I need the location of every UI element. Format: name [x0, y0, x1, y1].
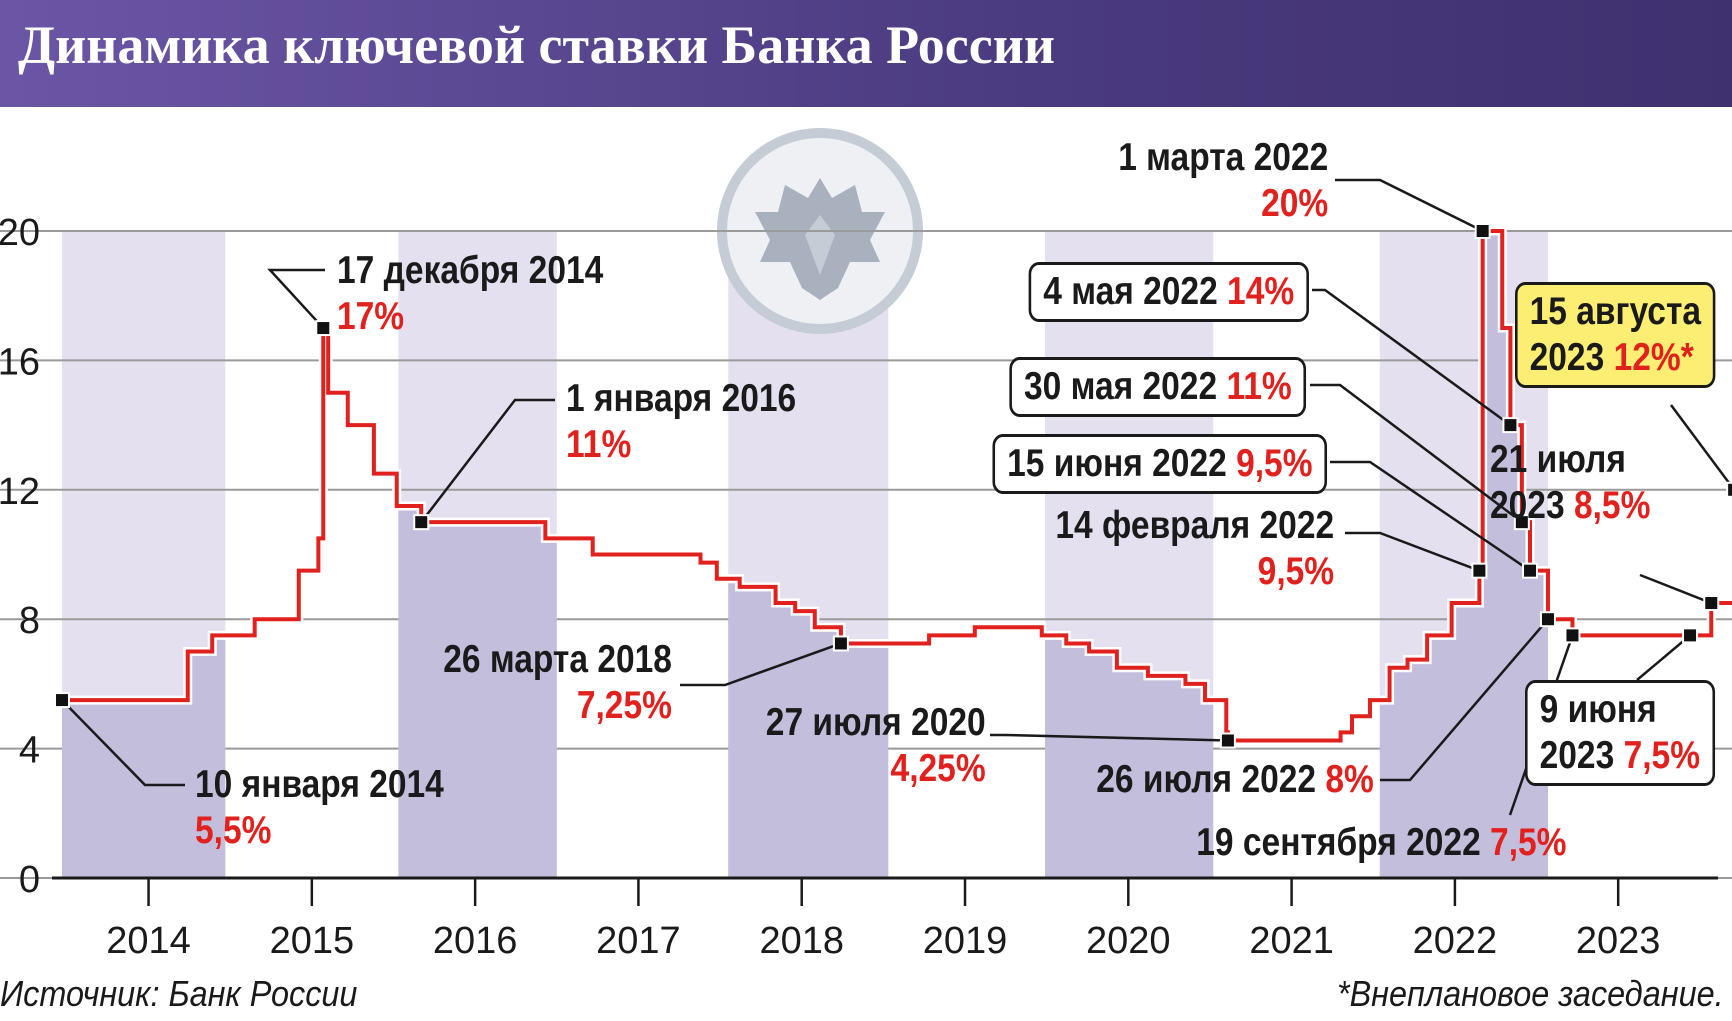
area-2 — [728, 578, 889, 878]
point-aug2023 — [1726, 481, 1732, 498]
label-15-jun-2022: 15 июня 2022 9,5% — [992, 434, 1327, 494]
source-note: Источник: Банк России — [0, 973, 358, 1014]
label-9-jun-2023: 9 июня 2023 7,5% — [1525, 680, 1715, 786]
point-may2022 — [1502, 417, 1519, 434]
leader-dec2014 — [267, 268, 325, 329]
x-tick-label: 2014 — [106, 920, 191, 962]
y-tick-label: 0 — [19, 859, 40, 901]
x-tick-label: 2021 — [1249, 920, 1334, 962]
y-tick-label: 8 — [19, 600, 40, 642]
area-0 — [62, 635, 226, 878]
header-bar: Динамика ключевой ставки Банка России — [0, 0, 1732, 107]
area-1 — [398, 505, 557, 878]
label-4-may-2022: 4 мая 2022 14% — [1028, 262, 1309, 322]
label-10-jan-2014: 10 января 2014 5,5% — [195, 763, 444, 852]
y-tick-label: 4 — [19, 730, 40, 772]
label-19-sep-2022: 19 сентября 2022 7,5% — [1196, 821, 1567, 864]
label-14-feb-2022: 14 февраля 2022 9,5% — [1055, 504, 1334, 593]
point-jan2016 — [413, 514, 430, 531]
leader-feb2022 — [1345, 531, 1480, 572]
point-jun2022 — [1522, 562, 1539, 579]
label-30-may-2022: 30 мая 2022 11% — [1009, 357, 1306, 417]
x-tick-label: 2017 — [596, 920, 681, 962]
point-feb2022 — [1471, 562, 1488, 579]
leader-jul2020 — [990, 733, 1228, 742]
point-jul2020 — [1219, 732, 1236, 749]
leader-may30_2022 — [1310, 383, 1523, 524]
x-tick-label: 2019 — [923, 920, 1008, 962]
x-tick-label: 2020 — [1086, 920, 1171, 962]
rate-line — [62, 229, 1732, 743]
label-15-aug-2023: 15 августа 2023 12%* — [1515, 282, 1716, 388]
footnote: *Внеплановое заседание. — [1337, 973, 1724, 1014]
leader-jun2023 — [1636, 634, 1691, 681]
label-26-mar-2018: 26 марта 2018 7,25% — [443, 638, 672, 727]
leader-may2022 — [1312, 288, 1512, 427]
x-tick-label: 2022 — [1413, 920, 1498, 962]
label-1-jan-2016: 1 января 2016 11% — [566, 377, 797, 466]
point-sep2022 — [1564, 627, 1581, 644]
point-may30_2022 — [1513, 514, 1530, 531]
leader-mar2018 — [680, 642, 842, 687]
x-tick-label: 2023 — [1576, 920, 1661, 962]
leader-jan2014 — [61, 699, 185, 787]
leader-jun2022 — [1330, 460, 1531, 572]
point-jul2022 — [1539, 611, 1556, 628]
leader-mar2022 — [1335, 178, 1484, 233]
area-3 — [1045, 635, 1214, 878]
leader-jan2016 — [420, 398, 555, 523]
leader-jul2023 — [1639, 573, 1712, 605]
x-tick-label: 2018 — [759, 920, 844, 962]
point-mar2018 — [832, 635, 849, 652]
point-jan2014 — [54, 692, 70, 709]
label-21-jul-2023: 21 июля 2023 8,5% — [1490, 438, 1651, 527]
point-jul2023 — [1703, 595, 1720, 612]
label-26-jul-2022: 26 июля 2022 8% — [1096, 758, 1374, 801]
label-27-jul-2020: 27 июля 2020 4,25% — [766, 701, 986, 790]
x-tick-label: 2016 — [433, 920, 518, 962]
point-jun2023 — [1682, 627, 1699, 644]
x-tick-label: 2015 — [270, 920, 355, 962]
y-tick-label: 12 — [0, 471, 40, 513]
leader-aug2023 — [1669, 404, 1732, 490]
point-mar2022 — [1474, 223, 1491, 239]
label-1-mar-2022: 1 марта 2022 20% — [1117, 136, 1328, 225]
label-17-dec-2014: 17 декабря 2014 17% — [337, 249, 604, 338]
y-tick-label: 16 — [0, 341, 40, 383]
chart-title: Динамика ключевой ставки Банка России — [18, 15, 1055, 75]
y-tick-label: 20 — [0, 212, 40, 254]
leader-jul2022 — [1380, 618, 1549, 782]
point-dec2014 — [315, 320, 332, 337]
